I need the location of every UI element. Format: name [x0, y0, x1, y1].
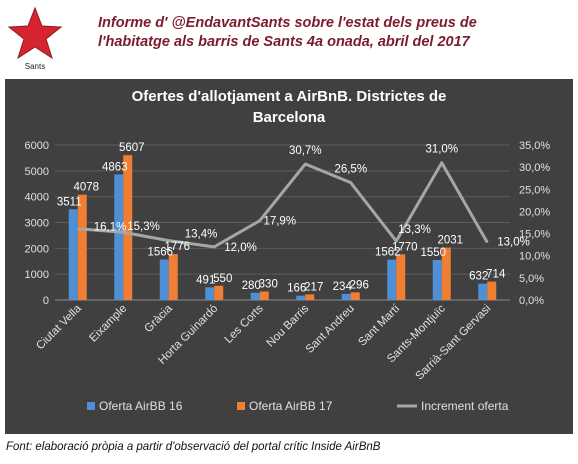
bar-data-label: 2031 — [437, 235, 463, 247]
legend-swatch — [237, 402, 245, 410]
bar-data-label: 296 — [350, 279, 369, 291]
headline-line-1: Informe d' @EndavantSants sobre l'estat … — [98, 15, 477, 31]
star-logo-icon — [7, 6, 63, 64]
line-point — [122, 231, 124, 233]
y-left-tick-label: 3000 — [25, 218, 49, 230]
y-right-tick-label: 15,0% — [519, 229, 550, 241]
y-right-tick-label: 20,0% — [519, 206, 550, 218]
bar-data-label: 234 — [333, 281, 353, 293]
header: Sants Informe d' @EndavantSants sobre l'… — [0, 0, 578, 76]
bar-data-label: 280 — [242, 280, 261, 292]
headline-line-2: l'habitatge als barris de Sants 4a onada… — [98, 34, 470, 50]
line-data-label: 12,0% — [224, 242, 257, 254]
bar-data-label: 714 — [486, 269, 506, 281]
bar — [77, 194, 87, 300]
line-point — [441, 162, 443, 164]
bar-data-label: 217 — [304, 281, 323, 293]
chart-container: Ofertes d'allotjament a AirBnB. District… — [5, 79, 573, 434]
bar — [478, 283, 488, 300]
chart: Ofertes d'allotjament a AirBnB. District… — [5, 79, 573, 434]
bar — [296, 295, 306, 300]
bar-data-label: 1566 — [147, 247, 173, 259]
line-data-label: 17,9% — [263, 216, 296, 228]
bar-data-label: 632 — [469, 271, 488, 283]
line-point — [168, 240, 170, 242]
legend-swatch — [87, 402, 95, 410]
bar — [159, 259, 169, 300]
line-data-label: 13,0% — [497, 236, 530, 248]
bar-data-label: 3511 — [57, 196, 82, 208]
line-point — [350, 182, 352, 184]
y-left-tick-label: 0 — [43, 295, 49, 307]
headline: Informe d' @EndavantSants sobre l'estat … — [98, 14, 568, 52]
bar — [387, 259, 397, 300]
chart-title-line-2: Barcelona — [253, 109, 326, 126]
bar-data-label: 1562 — [375, 247, 401, 259]
bar — [396, 254, 406, 300]
source-note: Font: elaboració pròpia a partir d'obser… — [6, 441, 381, 453]
line-data-label: 15,3% — [127, 221, 160, 233]
bar — [305, 294, 315, 300]
chart-background — [5, 79, 573, 434]
legend-label: Oferta AirBB 16 — [99, 399, 183, 413]
chart-title-line-1: Ofertes d'allotjament a AirBnB. District… — [132, 88, 447, 105]
line-point — [213, 246, 215, 248]
line-data-label: 30,7% — [289, 145, 322, 157]
line-point — [77, 228, 79, 230]
y-left-tick-label: 6000 — [25, 140, 49, 152]
line-data-label: 13,4% — [185, 229, 218, 241]
bar-data-label: 1770 — [392, 241, 418, 253]
line-point — [304, 163, 306, 165]
line-data-label: 31,0% — [425, 144, 458, 156]
bar — [432, 259, 442, 300]
line-data-label: 26,5% — [334, 164, 367, 176]
y-left-tick-label: 1000 — [25, 269, 49, 281]
line-point — [486, 241, 488, 243]
line-point — [259, 220, 261, 222]
logo-label: Sants — [24, 62, 46, 71]
line-data-label: 13,3% — [398, 224, 431, 236]
bar — [114, 174, 124, 300]
bar — [205, 287, 215, 300]
bar-data-label: 4078 — [73, 182, 99, 194]
bar-data-label: 5607 — [119, 142, 145, 154]
y-right-tick-label: 0,0% — [519, 295, 544, 307]
bar — [168, 254, 178, 300]
bar — [487, 281, 497, 300]
bar-data-label: 166 — [287, 283, 306, 295]
bar — [341, 293, 351, 300]
y-right-tick-label: 10,0% — [519, 251, 550, 263]
bar-data-label: 330 — [259, 278, 278, 290]
bar-data-label: 491 — [196, 274, 215, 286]
bar — [68, 209, 78, 300]
y-left-tick-label: 2000 — [25, 243, 49, 255]
y-right-tick-label: 30,0% — [519, 162, 550, 174]
line-point — [395, 240, 397, 242]
y-right-tick-label: 25,0% — [519, 184, 550, 196]
bar — [250, 292, 260, 300]
bar-data-label: 4863 — [102, 161, 128, 173]
bar — [214, 285, 224, 300]
line-data-label: 16,1% — [94, 222, 127, 234]
bar — [259, 291, 269, 300]
bar-data-label: 1550 — [420, 247, 446, 259]
increment-line — [77, 161, 489, 249]
y-right-tick-label: 35,0% — [519, 140, 550, 152]
y-left-tick-label: 5000 — [25, 166, 49, 178]
legend-label: Increment oferta — [421, 399, 509, 413]
bar — [123, 155, 133, 300]
y-right-tick-label: 5,0% — [519, 273, 544, 285]
bar-data-label: 1776 — [164, 241, 190, 253]
bar — [441, 247, 451, 300]
bar-data-label: 550 — [213, 273, 232, 285]
bar — [350, 292, 360, 300]
y-left-tick-label: 4000 — [25, 192, 49, 204]
legend-label: Oferta AirBB 17 — [249, 399, 333, 413]
